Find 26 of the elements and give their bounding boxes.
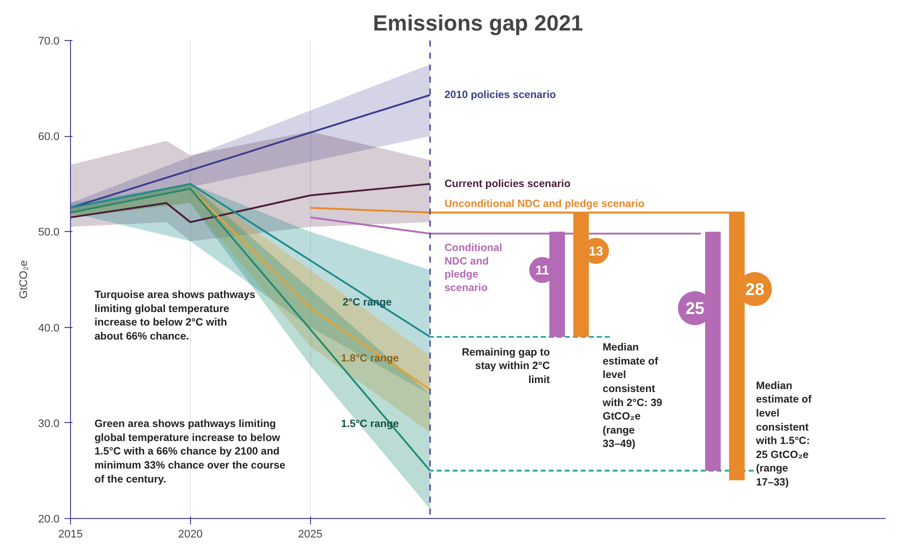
line-series <box>70 183 431 224</box>
y-tick-label: 60.0 <box>38 131 60 144</box>
data-label: 28 <box>745 280 764 300</box>
y-axis-title: GtCO₂e <box>18 260 30 299</box>
series-label: Current policies scenario <box>444 178 570 190</box>
y-tick-label: 70.0 <box>38 36 60 48</box>
y-tick-label: 20.0 <box>38 514 60 526</box>
annotation: Turquoise area shows pathways limiting global temperature increase to below 2°C with about 66% chance. <box>94 289 256 342</box>
y-tick-label: 40.0 <box>38 322 60 334</box>
annotation: Green area shows pathways limiting global temperature increase to below 1.5°C with a 66% chance by 2100 and minimum 33% chance over the course of the century. <box>94 418 286 486</box>
x-tick-label: 2015 <box>58 528 83 540</box>
line-series <box>70 183 431 338</box>
annotation: Remaining gap to stay within 2°C limit <box>462 346 550 386</box>
x-tick-label: 2025 <box>298 528 322 540</box>
series-label: Unconditional NDC and pledge scenario <box>444 198 645 210</box>
data-label: 25 <box>685 299 704 318</box>
y-tick-label: 50.0 <box>38 226 60 239</box>
data-label: 11 <box>535 262 550 278</box>
annotation: Median estimate of level consistent with 2°C: 39 GtCO₂e (range 33–49) <box>602 342 662 450</box>
annotation: Median estimate of level consistent with 1.5°C: 25 GtCO₂e (range 17–33) <box>755 380 812 488</box>
x-tick-label: 2020 <box>178 528 203 540</box>
chart-title: Emissions gap 2021 <box>372 10 584 36</box>
series-label: 2010 policies scenario <box>444 88 556 101</box>
y-tick-label: 30.0 <box>38 418 60 430</box>
data-label: 13 <box>588 243 604 258</box>
series-label: Conditional NDC and pledge scenario <box>444 242 502 294</box>
